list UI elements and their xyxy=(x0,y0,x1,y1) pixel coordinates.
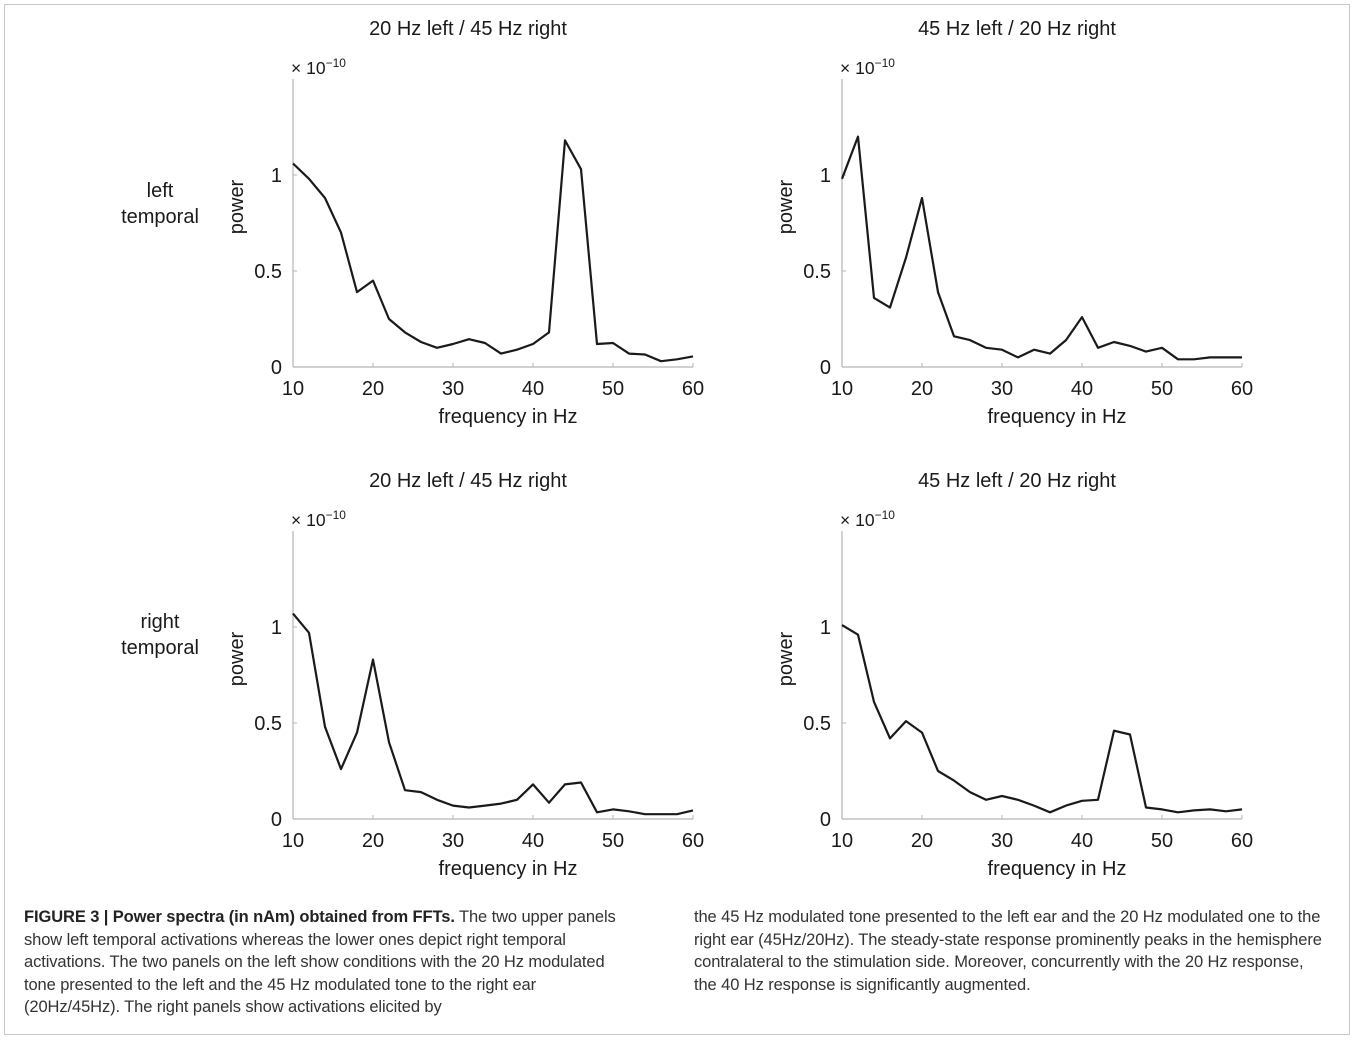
x-tick-label: 40 xyxy=(522,830,544,852)
caption-text-left: The two upper panels show left temporal … xyxy=(24,908,616,1016)
x-axis-label: frequency in Hz xyxy=(988,406,1127,428)
y-exponent-value: −10 xyxy=(875,56,896,70)
x-tick-label: 50 xyxy=(602,378,624,400)
y-tick-label: 0 xyxy=(271,357,282,379)
caption-label: FIGURE 3 | Power spectra (in nAm) obtain… xyxy=(24,908,455,926)
chart-title: 20 Hz left / 45 Hz right xyxy=(369,470,567,492)
power-spectrum-line xyxy=(292,612,694,816)
power-spectrum-line xyxy=(292,139,694,363)
y-tick-label: 1 xyxy=(271,165,282,187)
y-axis-label: power xyxy=(775,179,797,234)
y-exponent-label: × 10−10 xyxy=(291,56,346,78)
x-tick-label: 10 xyxy=(831,830,853,852)
power-spectrum-line xyxy=(840,135,1242,361)
x-tick-label: 60 xyxy=(682,378,704,400)
x-tick-label: 50 xyxy=(1151,830,1173,852)
x-tick-label: 60 xyxy=(1231,830,1253,852)
y-exponent-label: × 10−10 xyxy=(291,508,346,530)
x-tick-label: 60 xyxy=(682,830,704,852)
figure-plots: left temporal right temporal 20 Hz left / 4… xyxy=(121,18,1253,880)
x-tick-label: 40 xyxy=(1071,378,1093,400)
x-tick-label: 10 xyxy=(282,830,304,852)
y-axis-label: power xyxy=(226,179,248,234)
y-exponent-label: × 10−10 xyxy=(840,56,895,78)
x-tick-label: 30 xyxy=(442,378,464,400)
y-exponent-value: −10 xyxy=(326,508,347,522)
figure-frame xyxy=(4,4,1350,1035)
y-tick-label: 0 xyxy=(271,809,282,831)
x-tick-label: 50 xyxy=(1151,378,1173,400)
row-label: temporal xyxy=(121,206,199,228)
x-tick-label: 40 xyxy=(1071,830,1093,852)
x-axis-label: frequency in Hz xyxy=(439,406,578,428)
y-exponent-value: −10 xyxy=(875,508,896,522)
caption-text-right: the 45 Hz modulated tone presented to th… xyxy=(694,908,1322,994)
x-tick-label: 30 xyxy=(991,378,1013,400)
x-tick-label: 20 xyxy=(362,830,384,852)
y-tick-label: 0.5 xyxy=(803,713,831,735)
y-exponent-label: × 10−10 xyxy=(840,508,895,530)
x-tick-label: 20 xyxy=(911,378,933,400)
y-tick-label: 0.5 xyxy=(803,261,831,283)
x-tick-label: 10 xyxy=(831,378,853,400)
caption-right-column: the 45 Hz modulated tone presented to th… xyxy=(694,906,1326,996)
x-tick-label: 60 xyxy=(1231,378,1253,400)
x-tick-label: 20 xyxy=(362,378,384,400)
y-exponent-value: −10 xyxy=(326,56,347,70)
y-axis-label: power xyxy=(775,631,797,686)
caption-left-column: FIGURE 3 | Power spectra (in nAm) obtain… xyxy=(24,906,634,1019)
y-tick-label: 1 xyxy=(271,617,282,639)
row-labels: left temporal right temporal xyxy=(121,180,199,659)
x-axis-label: frequency in Hz xyxy=(439,858,578,880)
chart-title: 45 Hz left / 20 Hz right xyxy=(918,18,1116,40)
y-tick-label: 0.5 xyxy=(254,713,282,735)
power-spectrum-line xyxy=(841,624,1243,814)
y-tick-label: 0 xyxy=(820,809,831,831)
row-label: left xyxy=(147,180,174,202)
x-tick-label: 10 xyxy=(282,378,304,400)
x-tick-label: 30 xyxy=(991,830,1013,852)
x-tick-label: 40 xyxy=(522,378,544,400)
x-axis-label: frequency in Hz xyxy=(988,858,1127,880)
x-tick-label: 30 xyxy=(442,830,464,852)
row-label: right xyxy=(141,611,180,633)
chart-title: 20 Hz left / 45 Hz right xyxy=(369,18,567,40)
row-label: temporal xyxy=(121,637,199,659)
y-tick-label: 1 xyxy=(820,165,831,187)
y-tick-label: 0.5 xyxy=(254,261,282,283)
x-tick-label: 20 xyxy=(911,830,933,852)
chart-title: 45 Hz left / 20 Hz right xyxy=(918,470,1116,492)
x-tick-label: 50 xyxy=(602,830,624,852)
y-tick-label: 1 xyxy=(820,617,831,639)
y-tick-label: 0 xyxy=(820,357,831,379)
y-axis-label: power xyxy=(226,631,248,686)
